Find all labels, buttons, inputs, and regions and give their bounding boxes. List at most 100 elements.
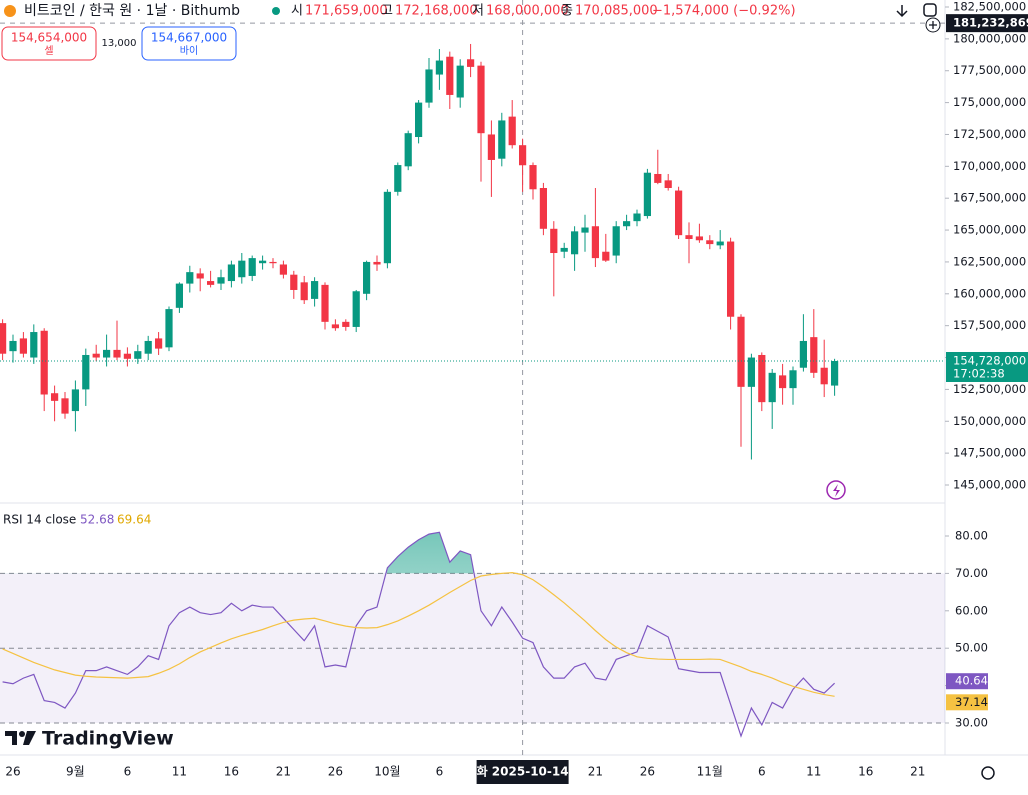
x-tick-label: 9월: [66, 765, 85, 779]
candle-body: [664, 180, 672, 189]
crosshair-price-label: 181,232,869: [953, 16, 1028, 30]
candle-body: [290, 274, 298, 290]
y-tick-label: 150,000,000: [953, 414, 1026, 428]
ohlc-label: 종: [561, 4, 573, 19]
y-tick-label: 60.00: [955, 603, 988, 617]
logo-mark: [5, 731, 17, 745]
ohlc-label: 시: [291, 4, 303, 19]
candle-body: [456, 65, 464, 98]
candle-body: [799, 340, 807, 368]
last-price-label: 154,728,000: [953, 354, 1026, 368]
candle-body: [217, 277, 225, 284]
candle-body: [789, 370, 797, 389]
x-tick-label: 11: [806, 765, 821, 779]
y-tick-label: 160,000,000: [953, 286, 1026, 300]
crosshair-date-tag: [476, 760, 569, 784]
y-tick-label: 167,500,000: [953, 191, 1026, 205]
candle-body: [643, 172, 651, 217]
y-tick-label: 172,500,000: [953, 127, 1026, 141]
candle-body: [311, 281, 319, 299]
buy-box[interactable]: [141, 26, 237, 61]
overbought-fill: [2, 532, 835, 574]
x-tick-label: 21: [276, 765, 291, 779]
y-tick-label: 175,000,000: [953, 95, 1026, 109]
candle-body: [134, 351, 142, 359]
alert-icon-bolt: [833, 484, 840, 497]
ohlc-value: 171,659,000: [305, 4, 388, 19]
y-tick-label: 157,500,000: [953, 318, 1026, 332]
candle-body: [82, 354, 90, 390]
rsi-legend-value: 69.64: [117, 513, 151, 527]
settings-icon[interactable]: [923, 3, 937, 17]
axis-settings-icon[interactable]: [981, 766, 995, 780]
candle-body: [9, 340, 17, 352]
candle-body: [300, 282, 308, 301]
candle-body: [342, 321, 350, 327]
crosshair-date-label: 화 2025-10-14: [477, 764, 569, 779]
candle-body: [623, 221, 631, 227]
candle-body: [591, 226, 599, 259]
candle-body: [404, 133, 412, 167]
last-price-tag: [946, 352, 1028, 383]
buy-button[interactable]: 154,667,000 바이: [141, 26, 237, 61]
candle-body: [155, 338, 163, 349]
x-tick-label: 6: [436, 765, 444, 779]
candle-body: [539, 188, 547, 229]
x-tick-label: 26: [5, 765, 20, 779]
logo-text: TradingView: [42, 728, 174, 750]
candle-body: [498, 120, 506, 159]
y-tick-label: 70.00: [955, 566, 988, 580]
sell-box[interactable]: [1, 26, 97, 61]
candle-body: [40, 330, 48, 395]
ohlc-value: 170,085,000: [575, 4, 658, 19]
candle-body: [529, 165, 537, 190]
candle-body: [550, 228, 558, 254]
y-tick-label: 162,500,000: [953, 254, 1026, 268]
crosshair-price-tag: [946, 14, 1028, 33]
candle-body: [602, 251, 610, 261]
scroll-down-icon[interactable]: [896, 5, 908, 18]
ohlc-value: 168,000,000: [486, 4, 569, 19]
candle-body: [675, 190, 683, 236]
candle-body: [820, 367, 828, 385]
rsi-value-label: 40.64: [955, 674, 988, 688]
candle-body: [747, 357, 755, 387]
y-tick-label: 170,000,000: [953, 159, 1026, 173]
candle-body: [394, 165, 402, 192]
candle-body: [654, 173, 662, 183]
x-tick-label: 11: [172, 765, 187, 779]
add-icon-plus: [929, 21, 937, 29]
candle-body: [685, 235, 693, 239]
candle-body: [727, 241, 735, 317]
candle-body: [487, 134, 495, 160]
candle-body: [768, 372, 776, 403]
candle-body: [71, 389, 79, 412]
candle-body: [467, 59, 475, 67]
symbol-title: 비트코인 / 한국 원 · 1날 · Bithumb: [24, 3, 240, 19]
candle-body: [758, 354, 766, 403]
candle-body: [196, 273, 204, 279]
countdown: 17:02:38: [953, 367, 1005, 381]
x-tick-label: 21: [910, 765, 925, 779]
candle-body: [61, 398, 69, 414]
candle-body: [560, 247, 568, 252]
sell-button[interactable]: 154,654,000 셀: [1, 26, 97, 61]
candle-body: [477, 65, 485, 134]
candle-body: [352, 291, 360, 327]
candle-body: [103, 349, 111, 358]
x-tick-label: 16: [858, 765, 873, 779]
candle-body: [165, 309, 173, 348]
ohlc-value: 172,168,000: [395, 4, 478, 19]
candle-body: [581, 227, 589, 233]
candle-body: [248, 258, 256, 276]
x-tick-label: 16: [224, 765, 239, 779]
candle-body: [695, 236, 703, 241]
candle-body: [51, 393, 59, 401]
candle-body: [92, 353, 100, 358]
y-tick-label: 50.00: [955, 641, 988, 655]
candle-body: [0, 323, 7, 354]
candle-body: [321, 284, 329, 322]
buy-label: 바이: [180, 45, 198, 57]
x-tick-label: 10월: [374, 765, 400, 779]
